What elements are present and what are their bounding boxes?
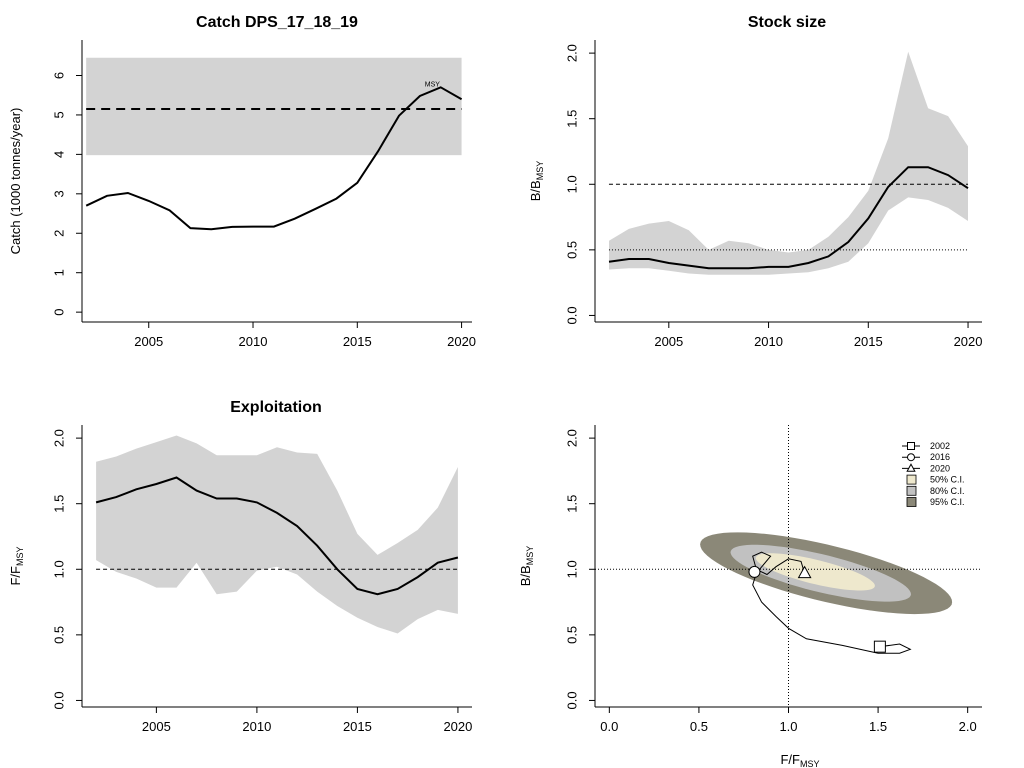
x-tick-label: 0.5 — [690, 719, 708, 734]
trajectory-marker-2002 — [873, 640, 886, 653]
y-tick-label: 0.0 — [51, 691, 66, 709]
x-tick-label: 2020 — [954, 334, 983, 349]
catch-panel: MSY 2005 2010 2015 2020 0 1 2 3 4 5 6 Catch DPS_17_1… — [8, 14, 476, 349]
y-tick-label: 0.0 — [564, 306, 579, 324]
y-axis-label: B/BMSY — [528, 161, 545, 201]
legend-label: 2016 — [930, 452, 950, 462]
x-tick-label: 2.0 — [959, 719, 977, 734]
x-tick-label: 2005 — [654, 334, 683, 349]
chart-title: Stock size — [748, 14, 826, 31]
y-tick-label: 3 — [51, 190, 66, 197]
y-tick-label: 1.0 — [564, 560, 579, 578]
x-axis-label: F/FMSY — [780, 752, 819, 768]
stock-confidence-band — [609, 51, 968, 275]
x-tick-label: 1.5 — [869, 719, 887, 734]
confidence-ellipse — [755, 553, 875, 591]
msy-confidence-band — [86, 57, 462, 156]
x-tick-label: 0.0 — [600, 719, 618, 734]
y-tick-label: 2.0 — [564, 429, 579, 447]
y-tick-label: 0.5 — [564, 241, 579, 259]
x-tick-label: 2015 — [343, 334, 372, 349]
y-tick-label: 1.5 — [564, 110, 579, 128]
y-tick-label: 0.5 — [564, 626, 579, 644]
y-tick-label: 4 — [51, 151, 66, 158]
legend-swatch — [906, 497, 917, 507]
exploitation-series-line — [95, 476, 459, 596]
legend-marker — [907, 442, 915, 450]
legend-marker — [907, 453, 915, 462]
trajectory-line — [752, 551, 912, 654]
y-tick-label: 0.0 — [564, 691, 579, 709]
legend-label: 2002 — [930, 441, 950, 451]
x-tick-label: 1.0 — [779, 719, 797, 734]
y-axis-label: B/BMSY — [518, 546, 535, 586]
y-tick-label: 5 — [51, 111, 66, 118]
msy-label: MSY — [425, 82, 441, 89]
y-tick-label: 1.5 — [51, 495, 66, 513]
y-tick-label: 1.0 — [564, 175, 579, 193]
x-tick-label: 2010 — [754, 334, 783, 349]
x-tick-label: 2005 — [134, 334, 163, 349]
x-tick-label: 2020 — [443, 719, 472, 734]
legend-label: 95% C.I. — [930, 497, 965, 507]
chart-title: Exploitation — [230, 399, 322, 416]
kobe-phase-panel: 0.0 0.5 1.0 1.5 2.0 0.0 0.5 1.0 1.5 2.0 B/BMSY F/FM… — [518, 425, 982, 768]
legend-swatch — [906, 485, 917, 496]
legend-label: 80% C.I. — [930, 486, 965, 496]
stock-size-panel: 2005 2010 2015 2020 0.0 0.5 1.0 1.5 2.0 Stock siz… — [528, 14, 982, 349]
x-tick-label: 2015 — [343, 719, 372, 734]
legend-label: 2020 — [930, 463, 950, 473]
x-tick-label: 2010 — [242, 719, 271, 734]
trajectory-marker-2020 — [797, 565, 812, 579]
exploitation-panel: 2005 2010 2015 2020 0.0 0.5 1.0 1.5 2.0 Exploitat… — [8, 399, 472, 734]
x-tick-label: 2010 — [239, 334, 268, 349]
legend-marker — [906, 463, 916, 472]
x-tick-label: 2005 — [142, 719, 171, 734]
chart-title: Catch DPS_17_18_19 — [196, 14, 358, 31]
y-tick-label: 1.0 — [51, 560, 66, 578]
legend-label: 50% C.I. — [930, 475, 965, 485]
legend-swatch — [906, 474, 917, 485]
y-tick-label: 1 — [51, 269, 66, 276]
y-tick-label: 2 — [51, 230, 66, 237]
y-tick-label: 0 — [51, 309, 66, 316]
y-tick-label: 2.0 — [564, 44, 579, 62]
catch-series-line — [85, 86, 463, 231]
y-tick-label: 6 — [51, 72, 66, 79]
y-axis-label: F/FMSY — [8, 546, 25, 585]
y-tick-label: 1.5 — [564, 495, 579, 513]
stock-series-line — [608, 166, 969, 270]
y-tick-label: 0.5 — [51, 626, 66, 644]
x-tick-label: 2015 — [854, 334, 883, 349]
x-tick-label: 2020 — [447, 334, 476, 349]
trajectory-marker-2016 — [748, 565, 761, 578]
y-tick-label: 2.0 — [51, 429, 66, 447]
y-axis-label: Catch (1000 tonnes/year) — [8, 108, 23, 255]
exploitation-confidence-band — [96, 435, 458, 634]
